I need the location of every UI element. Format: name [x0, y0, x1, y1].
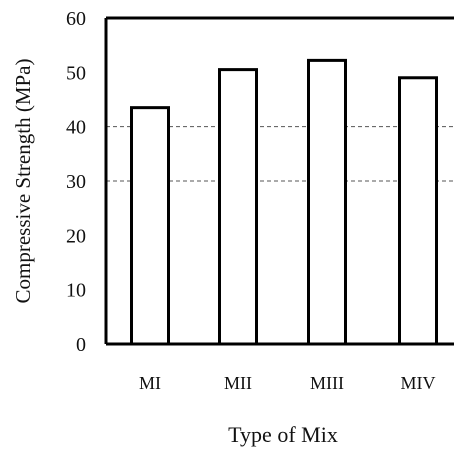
x-category-label-mii: MII	[224, 373, 252, 393]
x-category-label-miii: MIII	[310, 373, 344, 393]
y-tick-label-40: 40	[66, 117, 86, 139]
y-tick-label-10: 10	[66, 280, 86, 302]
y-axis-ticks: 0 10 20 30 40 50 60	[66, 8, 86, 356]
bars	[130, 58, 438, 346]
bar-mi	[130, 106, 170, 346]
y-tick-label-0: 0	[76, 334, 86, 356]
y-axis-title: Compressive Strength (MPa)	[11, 59, 35, 304]
x-category-label-mi: MI	[139, 373, 161, 393]
y-tick-label-30: 30	[66, 171, 86, 193]
bar-miv	[398, 76, 438, 346]
y-tick-label-20: 20	[66, 225, 86, 247]
y-tick-label-60: 60	[66, 8, 86, 30]
x-axis-title: Type of Mix	[228, 422, 338, 447]
x-category-label-miv: MIV	[401, 373, 436, 393]
bar-miii	[307, 58, 347, 346]
x-axis-categories: MI MII MIII MIV	[139, 373, 436, 393]
bar-mii	[218, 68, 258, 346]
y-tick-label-50: 50	[66, 62, 86, 84]
